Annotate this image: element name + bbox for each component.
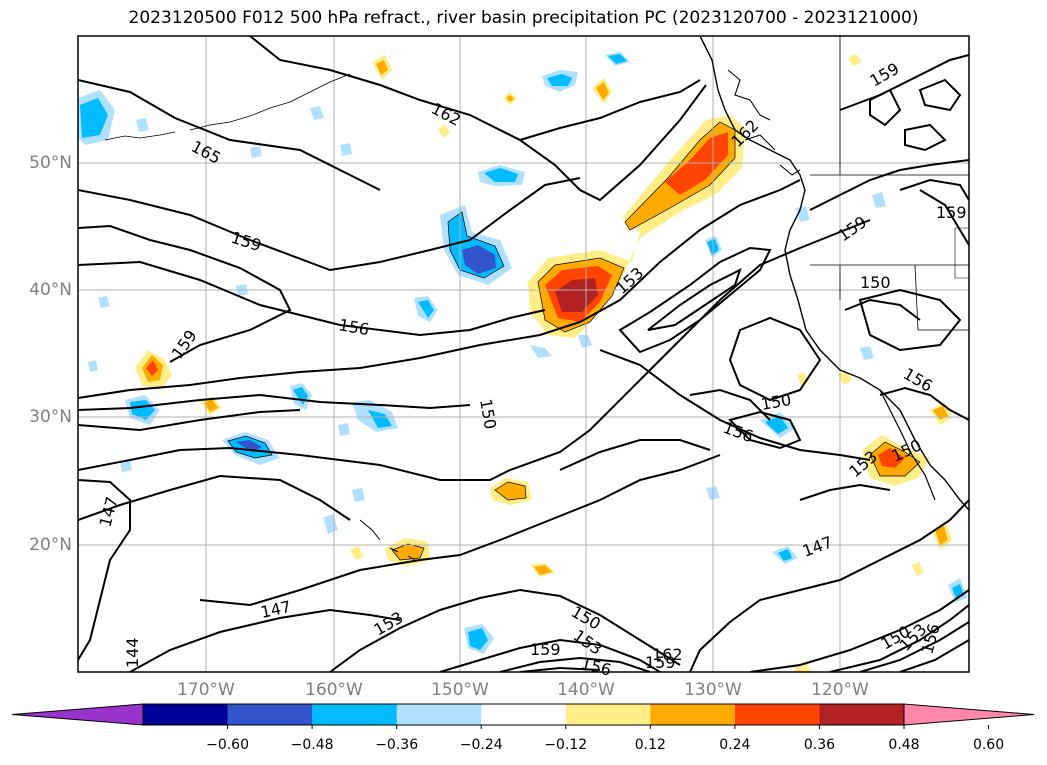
contour-label: 150 <box>759 390 792 414</box>
colorbar-cell <box>143 704 228 725</box>
lat-label-40n: 40°N <box>0 280 72 300</box>
colorbar-cell <box>481 704 566 725</box>
colorbar-tick-label: 0.48 <box>869 737 939 753</box>
contour-label: 147 <box>96 495 122 529</box>
colorbar-cell <box>228 704 313 725</box>
contour-label: 159 <box>936 203 967 222</box>
colorbar-cell <box>650 704 735 725</box>
colorbar-low-arrow <box>12 704 143 725</box>
colorbar-cell <box>566 704 651 725</box>
colorbar-cell <box>312 704 397 725</box>
colorbar-cell <box>819 704 904 725</box>
refractivity-contours <box>78 36 969 672</box>
contour-label: 159 <box>530 640 561 659</box>
contour-label: 147 <box>800 532 835 560</box>
colorbar <box>12 704 1034 729</box>
lat-label-20n: 20°N <box>0 535 72 555</box>
contour-label: 144 <box>123 637 142 668</box>
lon-label-150w: 150°W <box>420 680 500 700</box>
colorbar-high-arrow <box>904 704 1034 725</box>
colorbar-cell <box>397 704 482 725</box>
colorbar-tick-label: −0.48 <box>277 737 347 753</box>
colorbar-tick-label: −0.36 <box>362 737 432 753</box>
lon-label-140w: 140°W <box>546 680 626 700</box>
colorbar-tick-label: 0.12 <box>615 737 685 753</box>
lon-label-170w: 170°W <box>166 680 246 700</box>
colorbar-tick-label: −0.60 <box>193 737 263 753</box>
lon-label-120w: 120°W <box>800 680 880 700</box>
colorbar-tick-label: 0.24 <box>700 737 770 753</box>
colorbar-tick-label: −0.12 <box>531 737 601 753</box>
map-frame <box>78 36 969 672</box>
contour-label-layer: 165 162 159 159 156 159 153 150 147 147 … <box>96 59 967 680</box>
contour-label: 156 <box>337 315 370 339</box>
colorbar-tick-label: 0.36 <box>784 737 854 753</box>
lon-label-130w: 130°W <box>673 680 753 700</box>
lon-label-160w: 160°W <box>294 680 374 700</box>
contour-label: 159 <box>229 228 264 256</box>
colorbar-tick-label: −0.24 <box>446 737 516 753</box>
contour-label: 156 <box>721 418 756 446</box>
contour-label: 162 <box>652 645 683 664</box>
contour-label: 162 <box>428 99 464 130</box>
lat-label-30n: 30°N <box>0 407 72 427</box>
colorbar-tick-label: 0.60 <box>954 737 1024 753</box>
contour-label: 156 <box>579 654 613 680</box>
contour-label: 150 <box>860 273 891 292</box>
contour-label: 159 <box>168 326 201 362</box>
contour-label: 150 <box>476 397 500 430</box>
gridlines <box>78 36 969 672</box>
colorbar-cell <box>735 704 820 725</box>
lat-label-50n: 50°N <box>0 153 72 173</box>
